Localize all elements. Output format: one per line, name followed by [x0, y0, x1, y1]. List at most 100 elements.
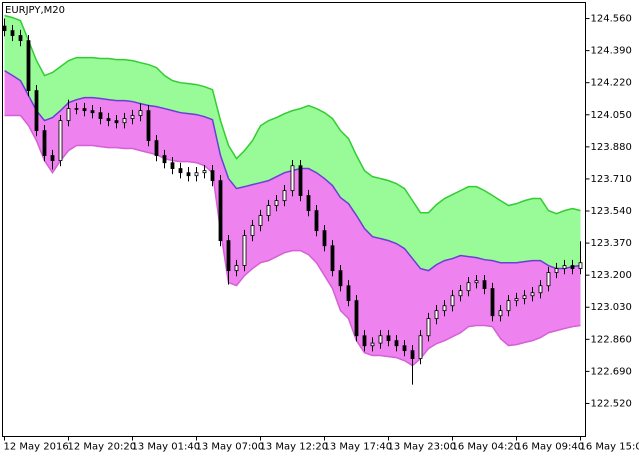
candle-body — [546, 272, 551, 287]
x-tick-label: 12 May 20:20 — [68, 442, 137, 453]
x-tick-label: 16 May 04:20 — [452, 442, 521, 453]
y-tick-label: 122.860 — [591, 334, 632, 345]
upper-band-line — [4, 14, 581, 215]
candle-body — [266, 205, 271, 216]
candle-body — [226, 240, 231, 272]
candle-body — [370, 342, 375, 347]
candle-body — [18, 35, 23, 42]
candle-body — [210, 170, 215, 182]
y-tick-label: 123.030 — [591, 302, 632, 313]
candle-body — [290, 165, 295, 192]
candle-body — [162, 155, 167, 164]
candle-body — [434, 310, 439, 319]
candle-body — [82, 108, 87, 112]
candle-body — [482, 280, 487, 289]
candle-body — [186, 172, 191, 177]
y-tick-label: 123.540 — [591, 206, 632, 217]
x-tick-label: 13 May 12:20 — [260, 442, 329, 453]
plot-frame — [2, 2, 586, 437]
candle-body — [106, 118, 111, 122]
y-tick-label: 124.220 — [591, 78, 632, 89]
candle-body — [418, 335, 423, 359]
candle-body — [506, 300, 511, 312]
candle-body — [338, 270, 343, 287]
candle-body — [362, 335, 367, 347]
candle-body — [442, 305, 447, 312]
candle-body — [218, 180, 223, 242]
candle-body — [458, 290, 463, 297]
candle-body — [346, 285, 351, 302]
candle-body — [514, 298, 519, 302]
x-tick-label: 13 May 07:00 — [196, 442, 265, 453]
x-tick-label: 12 May 2016 — [4, 442, 69, 453]
y-tick-label: 123.200 — [591, 270, 632, 281]
upper-band-fill — [4, 15, 581, 271]
y-tick-label: 123.880 — [591, 142, 632, 153]
candle-body — [66, 108, 71, 122]
x-tick-label: 16 May 09:40 — [516, 442, 585, 453]
plot-area — [2, 14, 583, 385]
candle-body — [274, 200, 279, 206]
candle-body — [250, 225, 255, 236]
candle-body — [282, 190, 287, 202]
candle-body — [522, 295, 527, 299]
candle-body — [130, 115, 135, 119]
candle-body — [178, 168, 183, 174]
candle-body — [330, 245, 335, 272]
y-tick-label: 124.050 — [591, 110, 632, 121]
candle-body — [570, 265, 575, 269]
candle-body — [426, 318, 431, 337]
candle-body — [450, 295, 455, 307]
candle-body — [50, 155, 55, 162]
x-tick-label: 13 May 17:40 — [324, 442, 393, 453]
candle-body — [466, 282, 471, 292]
candle-body — [554, 268, 559, 273]
candle-body — [498, 310, 503, 317]
y-tick-label: 123.370 — [591, 238, 632, 249]
candle-body — [234, 265, 239, 272]
candle-body — [322, 230, 327, 247]
candle-body — [154, 140, 159, 156]
candle-body — [242, 235, 247, 266]
candle-body — [10, 30, 15, 36]
candle-body — [26, 40, 31, 92]
candle-body — [410, 350, 415, 359]
candle-body — [314, 210, 319, 232]
candle-body — [2, 25, 7, 32]
y-tick-label: 124.560 — [591, 14, 632, 25]
candle-body — [578, 262, 583, 269]
candle-body — [194, 172, 199, 177]
candle-body — [34, 90, 39, 132]
y-tick-label: 122.690 — [591, 366, 632, 377]
candle-body — [90, 110, 95, 114]
y-tick-label: 122.520 — [591, 398, 632, 409]
candle-body — [394, 340, 399, 347]
x-tick-label: 16 May 15:00 — [580, 442, 639, 453]
candle-body — [138, 110, 143, 116]
candle-body — [530, 292, 535, 297]
candle-body — [386, 335, 391, 342]
candle-body — [258, 215, 263, 226]
candle-body — [74, 108, 79, 110]
candle-body — [490, 288, 495, 317]
candle-body — [562, 265, 567, 269]
x-tick-label: 13 May 23:00 — [388, 442, 457, 453]
candle-body — [298, 165, 303, 196]
candle-body — [202, 170, 207, 174]
candle-body — [538, 285, 543, 294]
candle-body — [58, 120, 63, 162]
candle-body — [42, 130, 47, 156]
y-tick-label: 123.710 — [591, 174, 632, 185]
candle-body — [474, 280, 479, 284]
lower-band-line — [4, 114, 581, 367]
candle-body — [98, 112, 103, 119]
candle-body — [354, 300, 359, 337]
x-tick-label: 13 May 01:40 — [132, 442, 201, 453]
candle-body — [306, 195, 311, 212]
candle-body — [122, 118, 127, 124]
candle-body — [402, 345, 407, 352]
candle-body — [378, 335, 383, 344]
candle-body — [146, 110, 151, 142]
